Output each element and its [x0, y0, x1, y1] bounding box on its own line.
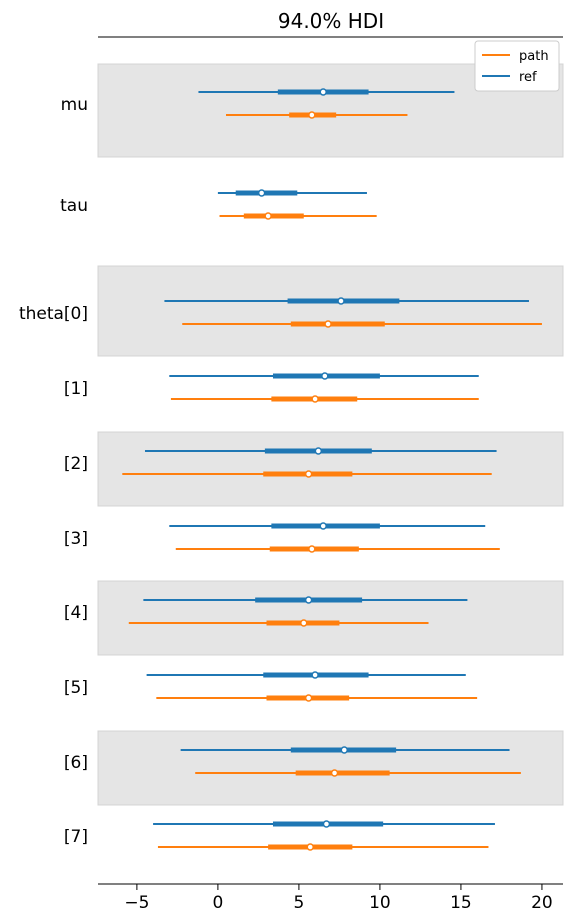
mean-point — [321, 372, 329, 380]
row-label: theta[0] — [19, 304, 88, 324]
interval-path — [128, 619, 429, 627]
interval-ref — [143, 596, 468, 604]
interval-path — [122, 470, 492, 478]
mean-point — [311, 671, 319, 679]
mean-point — [304, 596, 313, 604]
mean-point — [300, 619, 308, 627]
interval-path — [175, 545, 500, 553]
mean-point — [308, 111, 316, 119]
interval-ref — [153, 820, 495, 828]
x-tick-label: −5 — [124, 893, 149, 913]
interval-path — [225, 111, 408, 119]
interval-ref — [169, 372, 479, 380]
mean-point — [311, 395, 319, 403]
mean-point — [304, 694, 313, 702]
interval-path — [219, 212, 377, 220]
row-label: [5] — [64, 678, 88, 698]
row-label: [1] — [64, 379, 88, 399]
interval-path — [156, 694, 478, 702]
interval-path — [170, 395, 479, 403]
mean-point — [337, 297, 345, 305]
mean-point — [257, 189, 266, 197]
x-tick-label: 10 — [369, 893, 391, 913]
mean-point — [319, 522, 327, 530]
row-label: [7] — [64, 827, 88, 847]
row-labels: mu tau theta[0] [1] [2] [3] [4] [5] [6] [7] — [19, 95, 88, 847]
interval-ref — [180, 746, 510, 754]
legend-label-path: path — [519, 49, 549, 64]
mean-point — [304, 470, 313, 478]
row-label: [6] — [64, 753, 88, 773]
legend-frame — [474, 40, 560, 92]
row-bands — [97, 63, 564, 806]
x-tick-label: 20 — [531, 893, 553, 913]
row-label: tau — [60, 196, 88, 216]
mean-point — [314, 447, 323, 455]
interval-ref — [217, 189, 367, 197]
chart-title: 94.0% HDI — [278, 9, 384, 33]
plot-rows — [122, 88, 542, 851]
mean-point — [319, 88, 327, 96]
mean-point — [306, 843, 314, 851]
row-label: [4] — [64, 603, 88, 623]
legend: path ref — [474, 40, 560, 92]
legend-label-ref: ref — [519, 70, 537, 85]
x-axis: −5 0 5 10 15 20 — [98, 883, 563, 913]
row-label: mu — [61, 95, 88, 115]
interval-path — [157, 843, 489, 851]
mean-point — [324, 320, 332, 328]
row-label: [2] — [64, 454, 88, 474]
interval-ref — [169, 522, 486, 530]
interval-ref — [146, 671, 466, 679]
mean-point — [322, 820, 331, 828]
row-band — [97, 431, 564, 507]
row-band — [97, 580, 564, 656]
mean-point — [264, 212, 272, 220]
x-tick-label: 0 — [212, 893, 223, 913]
interval-path — [182, 320, 542, 328]
mean-point — [340, 746, 349, 754]
x-tick-label: 15 — [450, 893, 472, 913]
row-band — [97, 265, 564, 357]
interval-ref — [198, 88, 455, 96]
row-label: [3] — [64, 529, 88, 549]
interval-path — [195, 769, 521, 777]
x-tick-label: 5 — [293, 893, 304, 913]
row-band — [97, 730, 564, 806]
interval-ref — [164, 297, 529, 305]
mean-point — [330, 769, 339, 777]
interval-ref — [144, 447, 497, 455]
mean-point — [308, 545, 316, 553]
